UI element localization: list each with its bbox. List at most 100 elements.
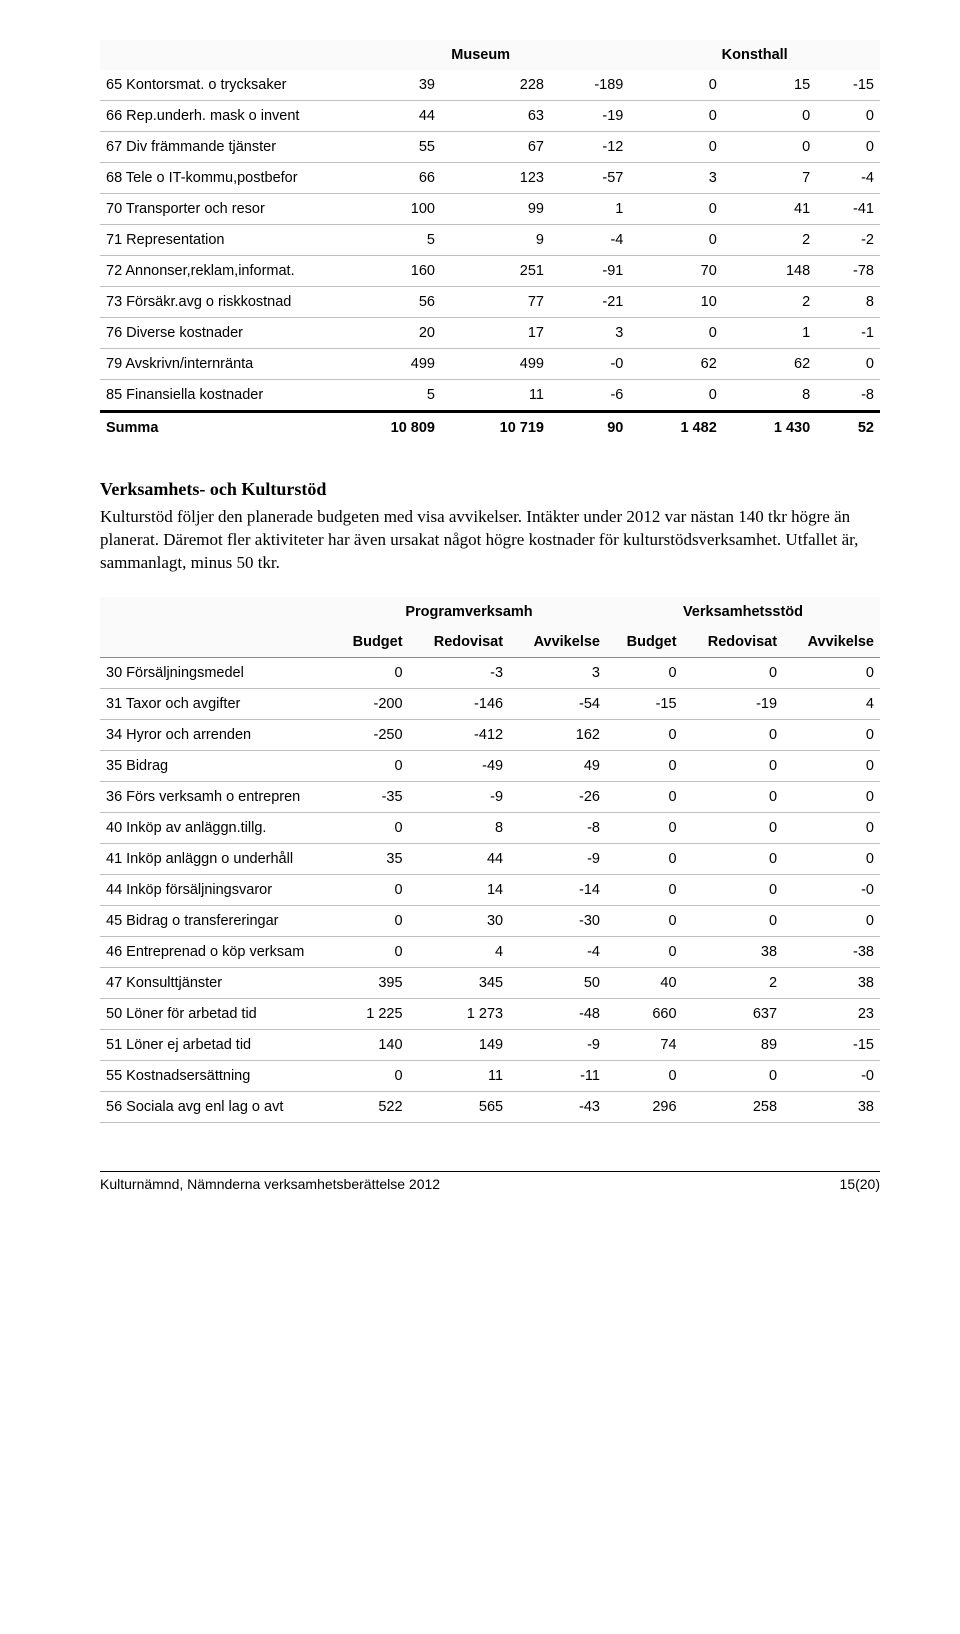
footer-right: 15(20): [840, 1176, 880, 1192]
table2-group-verksamhet: Verksamhetsstöd: [606, 597, 880, 627]
table-museum-konsthall: Museum Konsthall 65 Kontorsmat. o trycks…: [100, 40, 880, 443]
row-value: 0: [332, 905, 409, 936]
row-value: 74: [606, 1029, 683, 1060]
table1-group-museum: Museum: [332, 40, 629, 70]
row-value: 0: [606, 750, 683, 781]
row-value: 89: [683, 1029, 784, 1060]
row-value: 38: [783, 1091, 880, 1122]
table-row: 79 Avskrivn/internränta499499-062620: [100, 349, 880, 380]
table2-empty-header: [100, 597, 332, 627]
row-value: 0: [683, 781, 784, 812]
row-value: -48: [509, 998, 606, 1029]
summa-v4: 1 430: [723, 412, 816, 444]
table-row: 36 Förs verksamh o entrepren-35-9-26000: [100, 781, 880, 812]
row-value: 99: [441, 194, 550, 225]
row-value: 0: [606, 874, 683, 905]
table-row: 71 Representation59-402-2: [100, 225, 880, 256]
row-label: 47 Konsulttjänster: [100, 967, 332, 998]
row-value: 0: [629, 225, 722, 256]
row-value: -0: [783, 1060, 880, 1091]
row-value: 1 225: [332, 998, 409, 1029]
section-title: Verksamhets- och Kulturstöd: [100, 479, 880, 500]
row-label: 56 Sociala avg enl lag o avt: [100, 1091, 332, 1122]
table2-group-program: Programverksamh: [332, 597, 606, 627]
row-value: -412: [409, 719, 510, 750]
row-value: 38: [783, 967, 880, 998]
row-value: 0: [332, 936, 409, 967]
row-value: -0: [783, 874, 880, 905]
row-value: 0: [723, 101, 816, 132]
row-value: -26: [509, 781, 606, 812]
row-value: 4: [783, 688, 880, 719]
row-value: 0: [683, 657, 784, 688]
row-value: 0: [606, 843, 683, 874]
table-row: 44 Inköp försäljningsvaror014-1400-0: [100, 874, 880, 905]
row-value: -15: [606, 688, 683, 719]
row-label: 66 Rep.underh. mask o invent: [100, 101, 332, 132]
row-value: -14: [509, 874, 606, 905]
row-value: -35: [332, 781, 409, 812]
row-value: 56: [332, 287, 441, 318]
table-row: 73 Försäkr.avg o riskkostnad5677-211028: [100, 287, 880, 318]
row-value: 5: [332, 225, 441, 256]
row-value: 1: [550, 194, 629, 225]
table-row: 68 Tele o IT-kommu,postbefor66123-5737-4: [100, 163, 880, 194]
row-label: 36 Förs verksamh o entrepren: [100, 781, 332, 812]
row-value: 0: [816, 349, 880, 380]
row-value: 0: [606, 1060, 683, 1091]
row-value: -41: [816, 194, 880, 225]
row-value: 0: [783, 843, 880, 874]
summa-v2: 90: [550, 412, 629, 444]
row-value: -6: [550, 380, 629, 412]
table2-sub-6: Avvikelse: [783, 627, 880, 658]
row-value: 0: [683, 719, 784, 750]
row-value: 14: [409, 874, 510, 905]
row-label: 73 Försäkr.avg o riskkostnad: [100, 287, 332, 318]
row-value: 70: [629, 256, 722, 287]
row-value: 35: [332, 843, 409, 874]
row-value: 0: [332, 657, 409, 688]
table1-summa-row: Summa 10 809 10 719 90 1 482 1 430 52: [100, 412, 880, 444]
row-value: -9: [409, 781, 510, 812]
row-label: 67 Div främmande tjänster: [100, 132, 332, 163]
row-value: 4: [409, 936, 510, 967]
row-value: 0: [683, 750, 784, 781]
row-value: 0: [629, 380, 722, 412]
row-value: 0: [629, 132, 722, 163]
row-value: 0: [606, 936, 683, 967]
row-value: 2: [683, 967, 784, 998]
row-value: 0: [683, 843, 784, 874]
row-value: 1: [723, 318, 816, 349]
row-value: 10: [629, 287, 722, 318]
row-value: 0: [332, 874, 409, 905]
row-value: 0: [783, 657, 880, 688]
table-row: 56 Sociala avg enl lag o avt522565-43296…: [100, 1091, 880, 1122]
row-value: 17: [441, 318, 550, 349]
table-row: 40 Inköp av anläggn.tillg.08-8000: [100, 812, 880, 843]
row-value: -1: [816, 318, 880, 349]
row-value: 0: [332, 1060, 409, 1091]
row-value: -12: [550, 132, 629, 163]
table1-empty-header: [100, 40, 332, 70]
row-value: -15: [816, 70, 880, 101]
row-value: 160: [332, 256, 441, 287]
row-value: 522: [332, 1091, 409, 1122]
row-value: 0: [783, 750, 880, 781]
table-row: 50 Löner för arbetad tid1 2251 273-48660…: [100, 998, 880, 1029]
table2-sub-4: Budget: [606, 627, 683, 658]
row-value: 62: [629, 349, 722, 380]
row-value: 565: [409, 1091, 510, 1122]
row-value: -189: [550, 70, 629, 101]
row-value: 395: [332, 967, 409, 998]
row-value: 41: [723, 194, 816, 225]
row-label: 51 Löner ej arbetad tid: [100, 1029, 332, 1060]
footer-left: Kulturnämnd, Nämnderna verksamhetsberätt…: [100, 1176, 440, 1192]
row-value: 40: [606, 967, 683, 998]
table-row: 65 Kontorsmat. o trycksaker39228-189015-…: [100, 70, 880, 101]
table-row: 72 Annonser,reklam,informat.160251-91701…: [100, 256, 880, 287]
row-label: 45 Bidrag o transfereringar: [100, 905, 332, 936]
table-row: 55 Kostnadsersättning011-1100-0: [100, 1060, 880, 1091]
row-label: 70 Transporter och resor: [100, 194, 332, 225]
row-value: -0: [550, 349, 629, 380]
row-value: 0: [332, 812, 409, 843]
